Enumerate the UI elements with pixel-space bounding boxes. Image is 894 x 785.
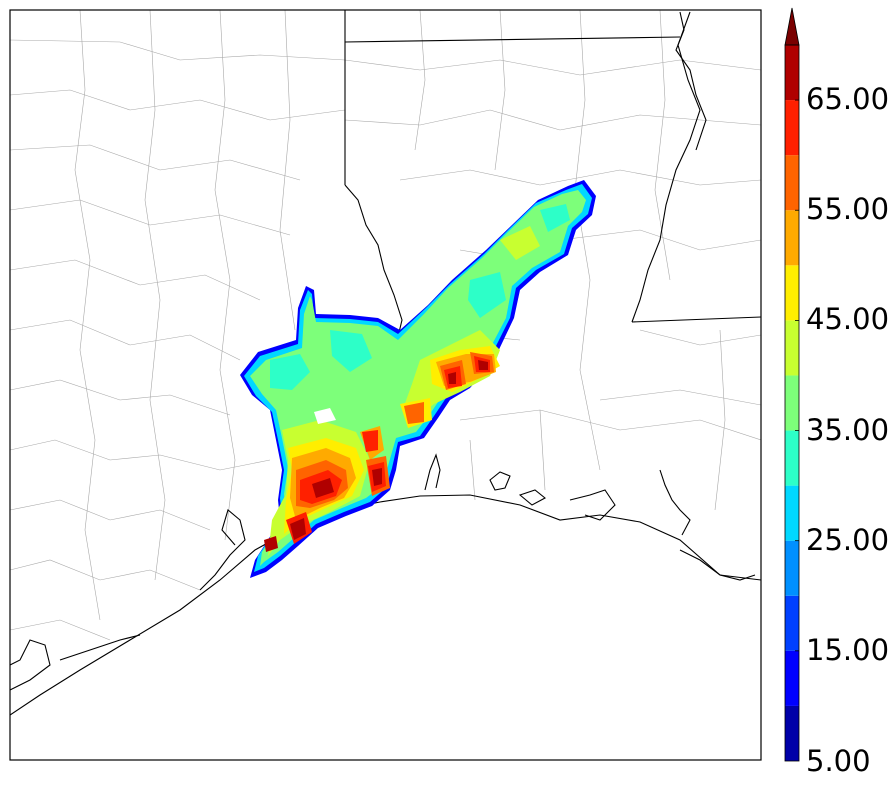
colorbar-segment <box>785 705 799 761</box>
colorbar-segment <box>785 595 799 651</box>
colorbar-min-label: 5.00 <box>806 744 871 778</box>
colorbar-tick-label: 55.00 <box>806 192 890 227</box>
county-boundaries <box>10 10 761 641</box>
colorbar-segment <box>785 45 799 101</box>
colorbar-segment <box>785 375 799 431</box>
colorbar-tick-label: 45.00 <box>806 302 890 337</box>
colorbar-tick-label: 35.00 <box>806 412 890 447</box>
colorbar-segment <box>785 540 799 596</box>
colorbar-tick-label: 15.00 <box>806 632 890 667</box>
colorbar-tick-label: 65.00 <box>806 82 890 117</box>
colorbar-segment <box>785 650 799 706</box>
colorbar-tick-label: 25.00 <box>806 522 890 557</box>
colorbar-segment <box>785 485 799 541</box>
colorbar-segment <box>785 430 799 486</box>
colorbar-segment <box>785 320 799 376</box>
colorbar-segment <box>785 155 799 211</box>
rainfall-contours <box>240 180 596 578</box>
colorbar-segment <box>785 265 799 321</box>
colorbar-extend-arrow <box>784 7 800 46</box>
colorbar-outline <box>784 44 800 762</box>
colorbar-segment <box>785 100 799 156</box>
colorbar-segment <box>785 210 799 266</box>
